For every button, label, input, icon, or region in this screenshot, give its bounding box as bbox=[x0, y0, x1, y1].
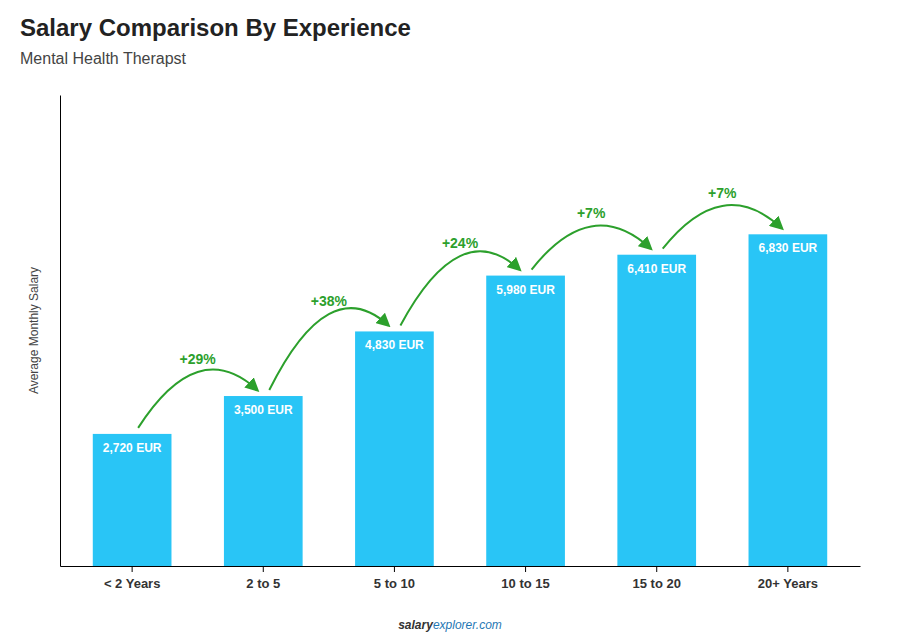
x-tick-label: 2 to 5 bbox=[246, 576, 280, 591]
bar bbox=[749, 234, 828, 566]
plot-area: < 2 Years 2 to 5 5 to 10 10 to 15 15 to 20 20… bbox=[61, 96, 861, 592]
subtitle: Mental Health Therapst bbox=[20, 50, 187, 67]
bar bbox=[224, 396, 303, 566]
change-label: +38% bbox=[311, 293, 348, 309]
bars bbox=[93, 234, 827, 566]
change-label: +7% bbox=[577, 205, 606, 221]
y-axis-title: Average Monthly Salary bbox=[27, 267, 41, 394]
x-tick-label: 10 to 15 bbox=[501, 576, 549, 591]
bar bbox=[93, 434, 172, 566]
footer: salaryexplorer.com bbox=[398, 618, 502, 632]
x-tick-mark bbox=[525, 566, 526, 572]
y-axis-line bbox=[60, 96, 61, 567]
data-label: 6,410 EUR bbox=[627, 262, 686, 276]
footer-bold: salary bbox=[398, 618, 434, 632]
bar bbox=[617, 255, 696, 566]
change-arrow bbox=[532, 226, 651, 270]
data-label: 2,720 EUR bbox=[103, 441, 162, 455]
x-tick-label: < 2 Years bbox=[104, 576, 161, 591]
x-axis: < 2 Years 2 to 5 5 to 10 10 to 15 15 to 20 20… bbox=[61, 566, 861, 591]
chart-root: Salary Comparison By Experience Mental He… bbox=[0, 0, 900, 641]
change-label: +29% bbox=[180, 351, 217, 367]
data-label: 3,500 EUR bbox=[234, 403, 293, 417]
change-arrow bbox=[138, 370, 257, 428]
change-arrow bbox=[269, 308, 388, 390]
change-label: +24% bbox=[442, 235, 479, 251]
data-labels: 2,720 EUR 3,500 EUR 4,830 EUR 5,980 EUR 6,41… bbox=[103, 241, 818, 455]
bar bbox=[486, 276, 565, 566]
x-tick-mark bbox=[787, 566, 788, 572]
data-label: 6,830 EUR bbox=[759, 241, 818, 255]
x-tick: < 2 Years bbox=[104, 566, 161, 591]
footer-normal: explorer.com bbox=[433, 618, 502, 632]
y-axis bbox=[60, 96, 61, 567]
x-tick-label: 20+ Years bbox=[758, 576, 818, 591]
x-tick-mark bbox=[263, 566, 264, 572]
x-tick: 15 to 20 bbox=[633, 566, 681, 591]
change-arrow bbox=[663, 205, 782, 249]
bar bbox=[355, 331, 434, 566]
x-tick-label: 15 to 20 bbox=[633, 576, 681, 591]
x-tick: 10 to 15 bbox=[501, 566, 549, 591]
x-tick-mark bbox=[656, 566, 657, 572]
data-label: 4,830 EUR bbox=[365, 338, 424, 352]
x-tick: 2 to 5 bbox=[246, 566, 280, 591]
change-arrow bbox=[400, 251, 519, 325]
x-tick-label: 5 to 10 bbox=[374, 576, 415, 591]
x-tick-mark bbox=[394, 566, 395, 572]
annotations: +29% +38% +24% +7% +7% bbox=[138, 185, 782, 428]
data-label: 5,980 EUR bbox=[496, 283, 555, 297]
change-label: +7% bbox=[708, 185, 737, 201]
x-axis-line bbox=[61, 566, 861, 567]
x-tick: 20+ Years bbox=[758, 566, 818, 591]
title: Salary Comparison By Experience bbox=[20, 14, 411, 41]
x-tick: 5 to 10 bbox=[374, 566, 415, 591]
x-tick-mark bbox=[132, 566, 133, 572]
